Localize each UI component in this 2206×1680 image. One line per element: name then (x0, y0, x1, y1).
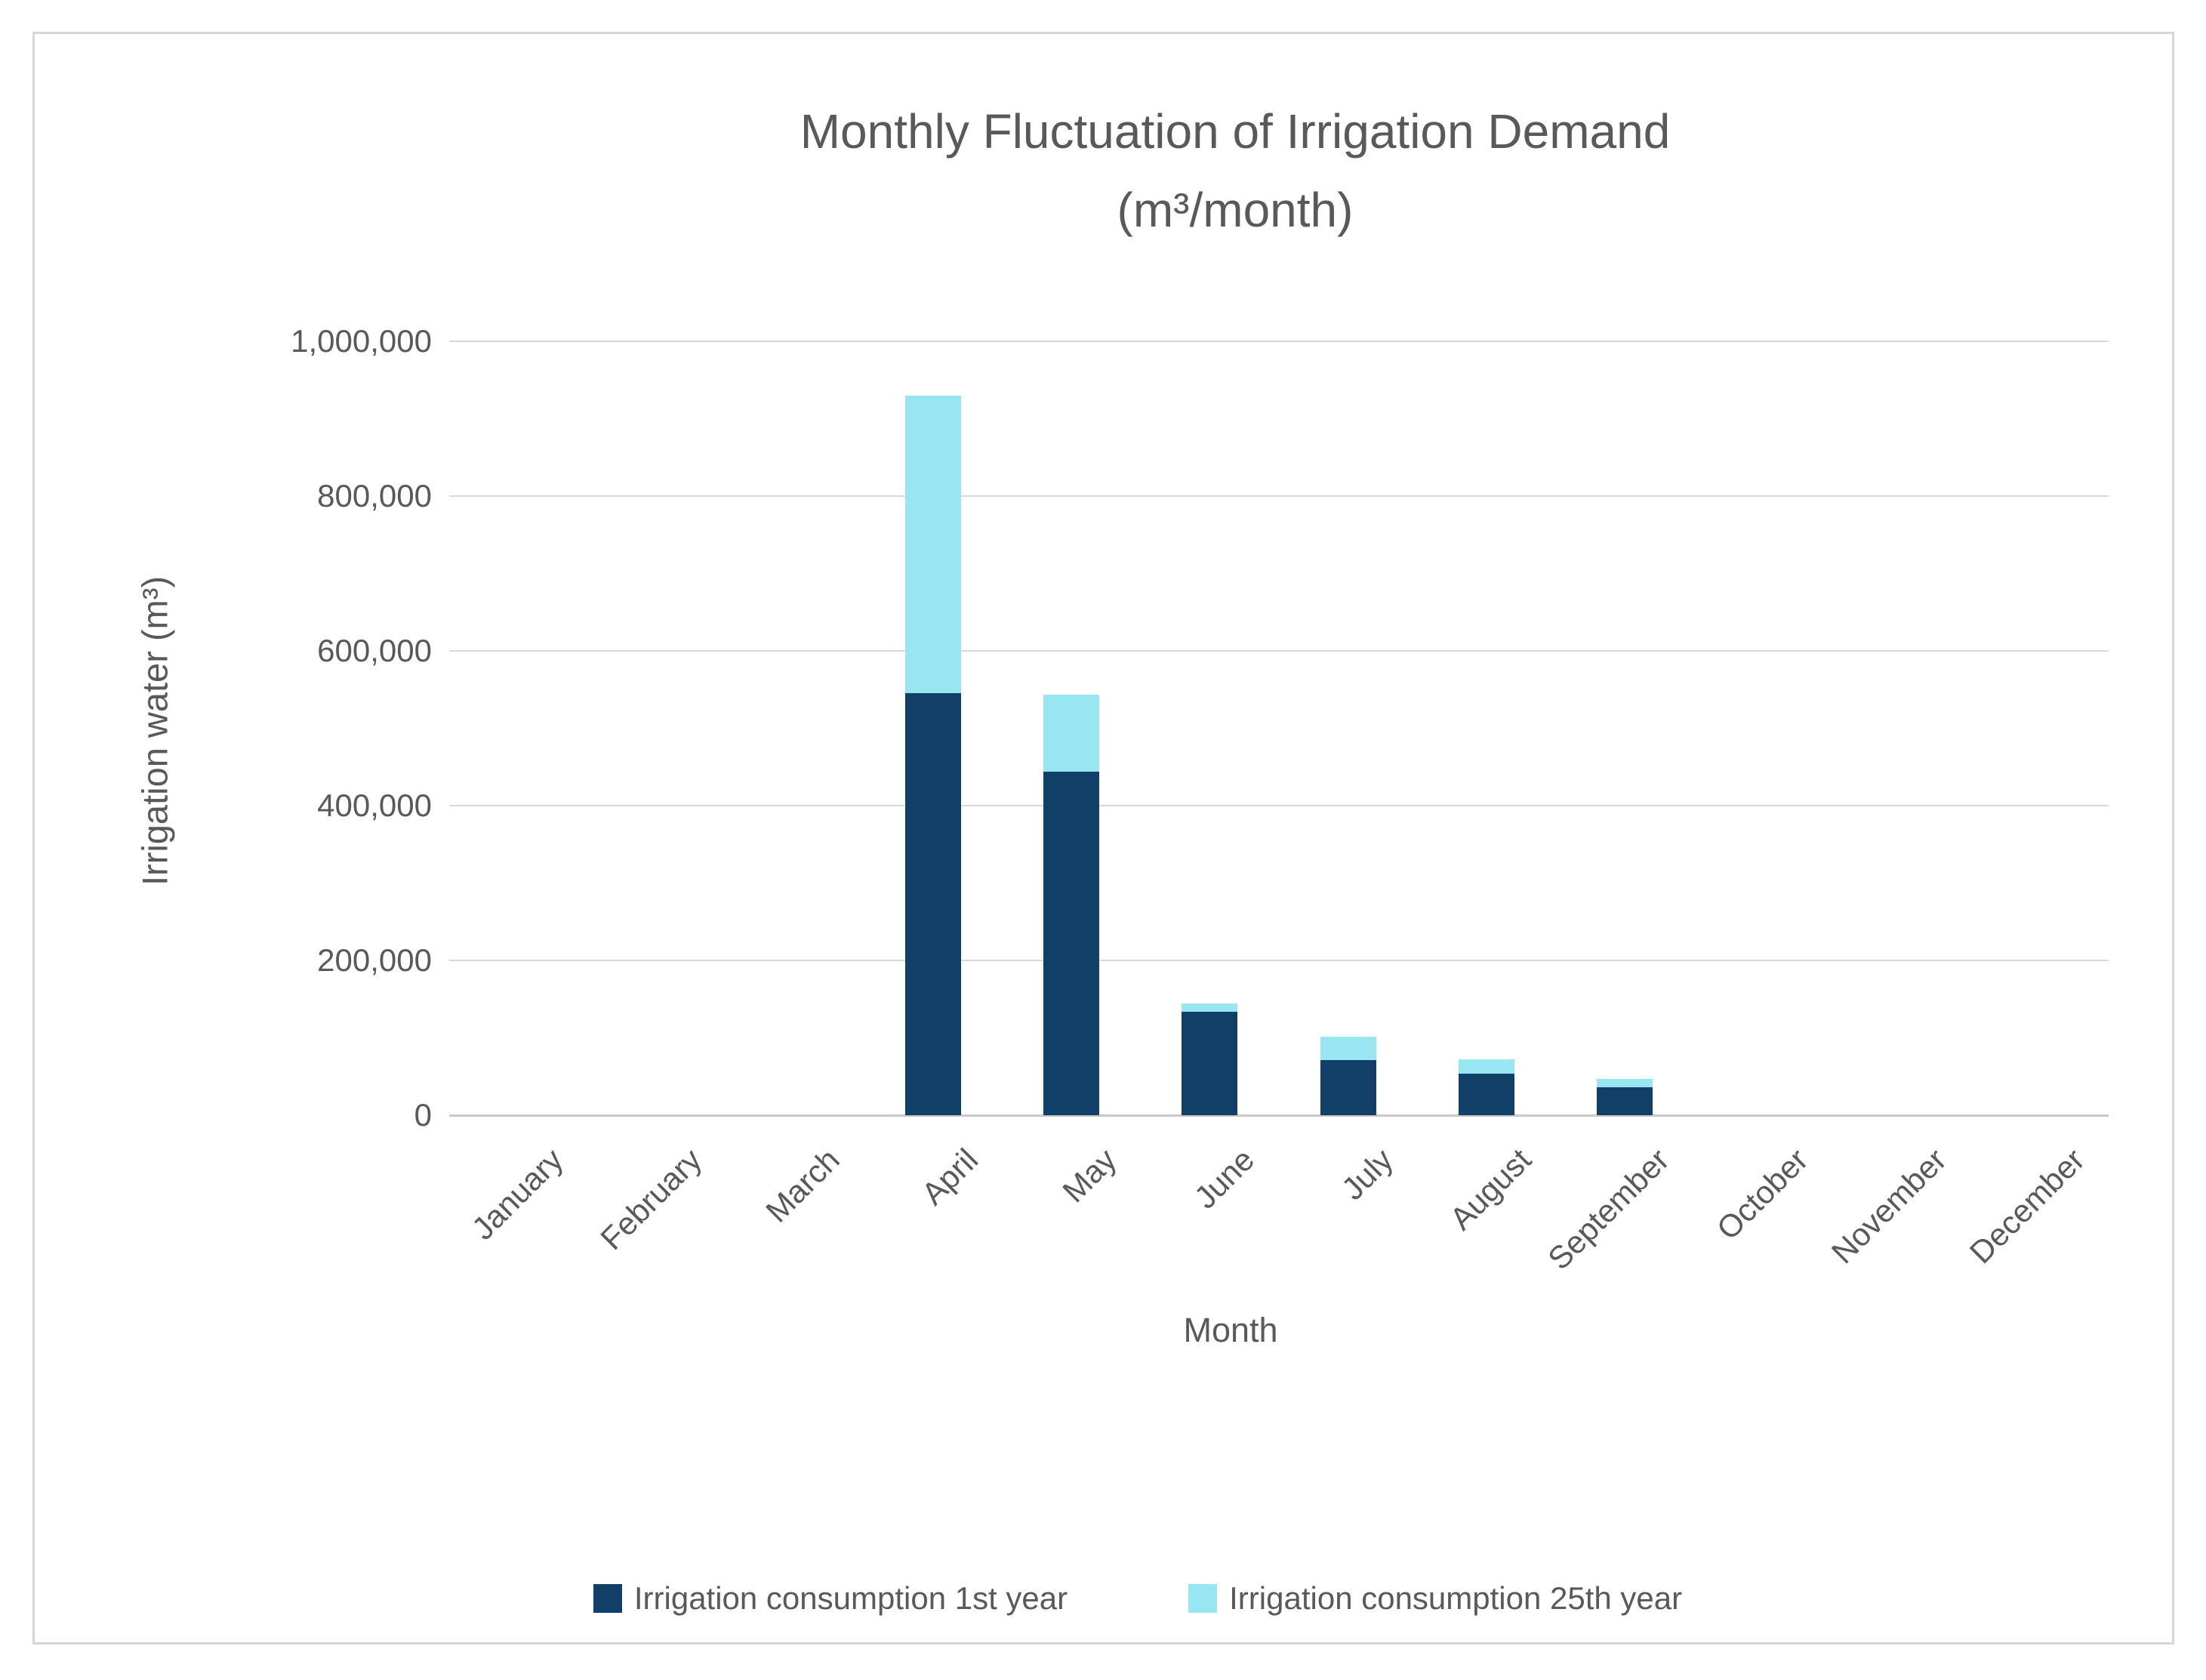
x-tick-label-august: August (1443, 1142, 1538, 1237)
gridline-200000 (449, 960, 2109, 961)
legend-swatch-1st-year-icon (593, 1584, 622, 1613)
bar-april-1st-year (905, 693, 962, 1115)
legend: Irrigation consumption 1st year Irrigati… (35, 1580, 2206, 1617)
x-tick-label-may: May (1055, 1142, 1123, 1210)
x-tick-label-june: June (1188, 1142, 1262, 1216)
x-tick-label-september: September (1541, 1142, 1677, 1277)
x-tick-label-july: July (1334, 1142, 1400, 1207)
x-axis-title: Month (1183, 1311, 1278, 1349)
bar-august-1st-year (1458, 1073, 1514, 1115)
bar-september-1st-year (1596, 1087, 1653, 1115)
gridline-800000 (449, 495, 2109, 497)
legend-item-25th-year: Irrigation consumption 25th year (1188, 1580, 1682, 1617)
x-tick-label-november: November (1824, 1142, 1953, 1271)
chart-title-line-1: Monthly Fluctuation of Irrigation Demand (800, 104, 1671, 159)
bar-august-25th-year (1458, 1059, 1514, 1074)
bar-june-25th-year (1182, 1003, 1238, 1012)
bar-may-1st-year (1043, 771, 1100, 1115)
bar-june-1st-year (1182, 1011, 1238, 1115)
legend-swatch-25th-year-icon (1188, 1584, 1218, 1613)
gridline-600000 (449, 650, 2109, 652)
y-tick-label-200000: 200,000 (317, 942, 432, 978)
bar-april-25th-year (905, 395, 962, 694)
legend-label-25th-year: Irrigation consumption 25th year (1229, 1580, 1683, 1616)
x-tick-label-october: October (1709, 1142, 1815, 1247)
legend-label-1st-year: Irrigation consumption 1st year (633, 1580, 1068, 1616)
chart-title-line-2: (m³/month) (1117, 182, 1354, 237)
gridline-1000000 (449, 341, 2109, 342)
chart-title: Monthly Fluctuation of Irrigation Demand… (246, 93, 2206, 249)
x-tick-label-april: April (914, 1142, 985, 1212)
bar-july-1st-year (1320, 1060, 1376, 1115)
bar-september-25th-year (1596, 1078, 1653, 1088)
x-tick-label-march: March (759, 1142, 847, 1229)
bar-july-25th-year (1320, 1037, 1376, 1061)
bar-may-25th-year (1043, 695, 1100, 772)
legend-item-1st-year: Irrigation consumption 1st year (593, 1580, 1068, 1617)
x-tick-label-january: January (464, 1142, 570, 1247)
y-tick-label-600000: 600,000 (317, 633, 432, 668)
x-tick-label-december: December (1962, 1142, 2091, 1271)
chart-frame: Monthly Fluctuation of Irrigation Demand… (32, 32, 2174, 1645)
gridline-400000 (449, 805, 2109, 806)
y-tick-label-1000000: 1,000,000 (291, 323, 432, 359)
y-tick-label-0: 0 (414, 1097, 432, 1133)
x-axis-line (449, 1114, 2109, 1117)
y-tick-label-800000: 800,000 (317, 478, 432, 513)
y-tick-label-400000: 400,000 (317, 788, 432, 823)
x-tick-label-february: February (593, 1142, 708, 1257)
